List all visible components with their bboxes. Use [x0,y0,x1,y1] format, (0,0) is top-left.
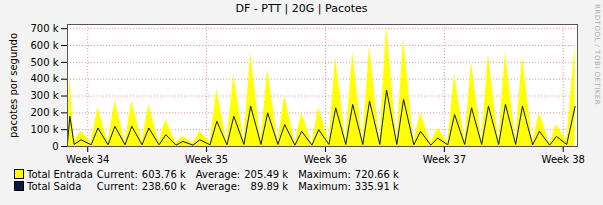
svg-text:400 k: 400 k [30,73,58,84]
html-text:Average:: Average: [195,181,241,192]
svg-text:pacotes por segundo: pacotes por segundo [8,33,19,138]
svg-text:0: 0 [52,141,58,152]
svg-text:600 k: 600 k [30,40,58,51]
html-text:RRDTOOL / TOBI OETIKER: RRDTOOL / TOBI OETIKER [593,4,601,106]
html-text:Maximum: 335.91 k: Maximum: 335.91 k [298,181,399,192]
svg-text:Week 34: Week 34 [66,154,109,165]
svg-text:700 k: 700 k [30,23,58,34]
html-text:89.89 k: 89.89 k [250,181,289,192]
html-text:Current: 238.60 k: Current: 238.60 k [96,181,186,192]
svg-text:Week 36: Week 36 [304,154,347,165]
svg-text:Week 37: Week 37 [423,154,466,165]
svg-text:200 k: 200 k [30,107,58,118]
svg-text:Week 38: Week 38 [542,154,585,165]
html-text:Average: 205.49 k: Average: 205.49 k [195,169,289,180]
html-text:Maximum: 720.66 k: Maximum: 720.66 k [298,169,399,180]
svg-text:300 k: 300 k [30,90,58,101]
svg-text:Week 35: Week 35 [185,154,228,165]
html-text:Total Saida: Total Saida [27,181,82,192]
svg-text:500 k: 500 k [30,57,58,68]
svg-text:100 k: 100 k [30,124,58,135]
html-text:DF - PTT | 20G | Pacotes: DF - PTT | 20G | Pacotes [235,2,368,15]
html-text:Total Entrada Current: 603.76: Total Entrada Current: 603.76 k [27,169,186,180]
